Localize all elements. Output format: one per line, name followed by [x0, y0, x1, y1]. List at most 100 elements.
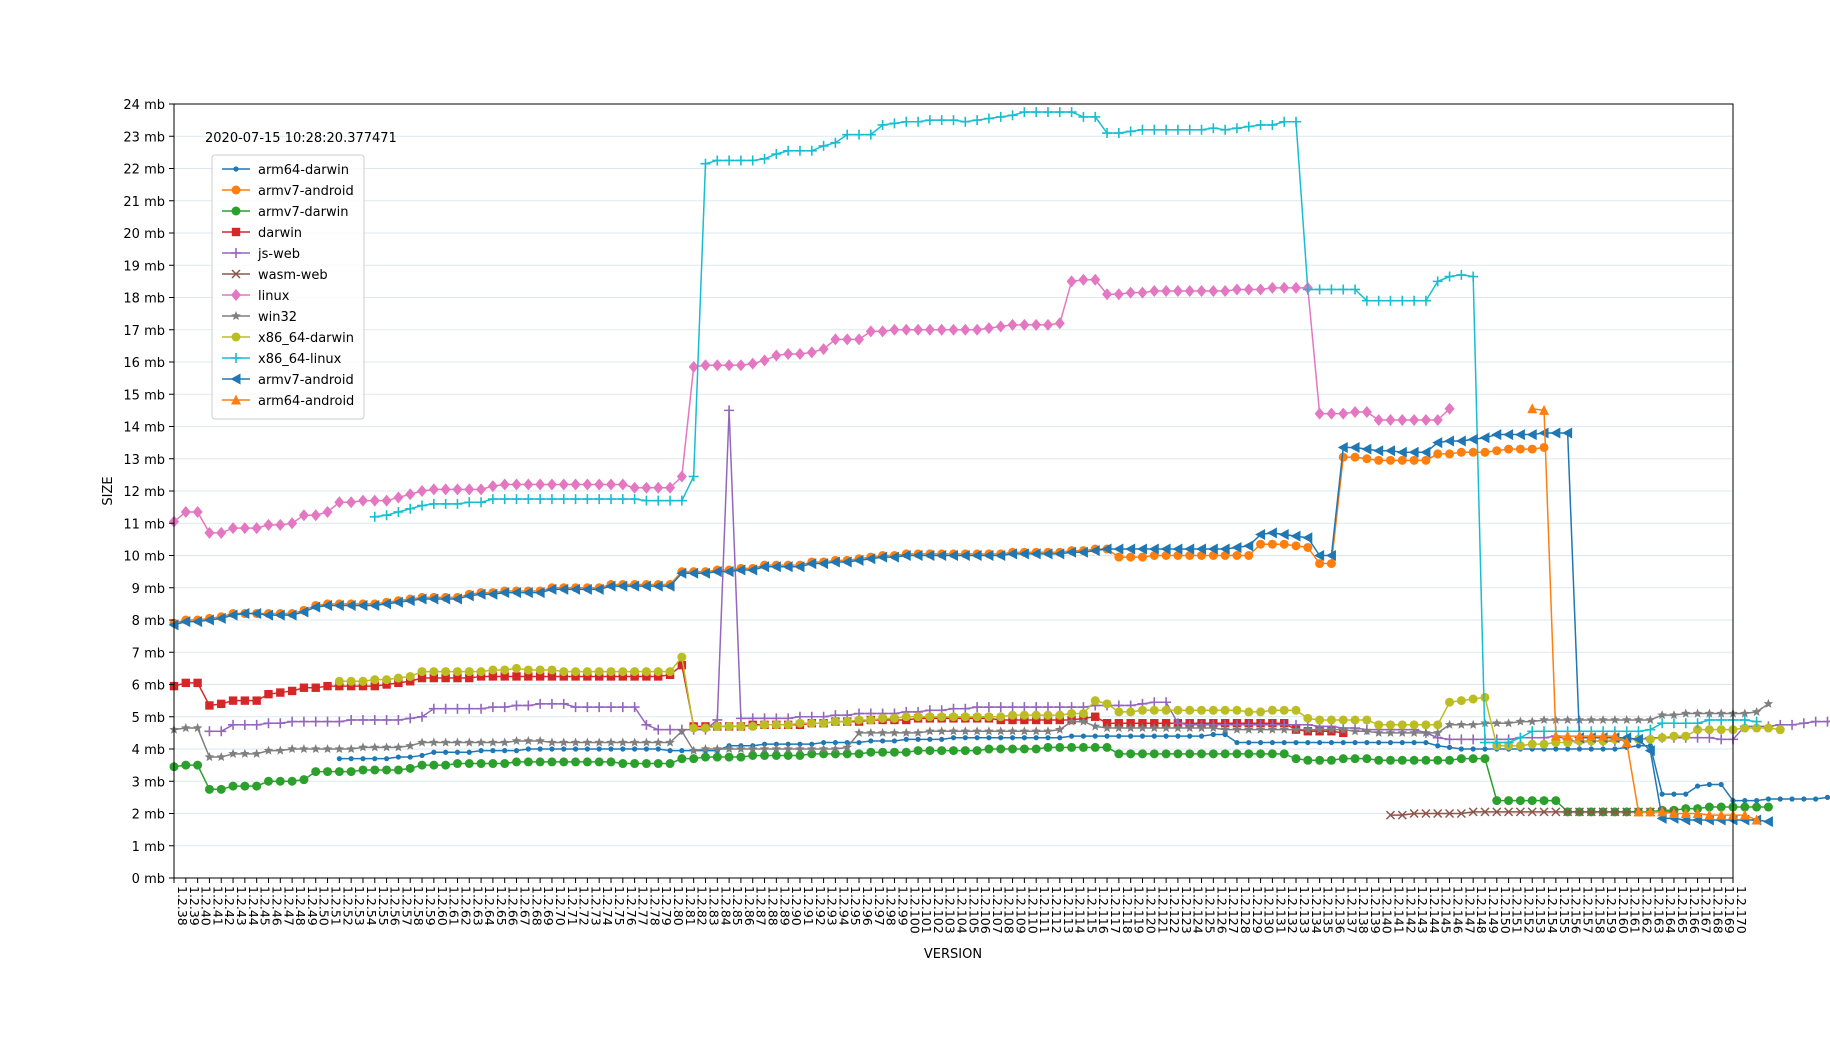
data-point: [1515, 807, 1525, 817]
data-point: [239, 719, 250, 730]
data-point: [806, 145, 817, 156]
data-point: [949, 746, 958, 756]
data-point: [677, 726, 687, 736]
data-point: [1338, 407, 1349, 420]
data-point: [180, 505, 191, 518]
data-point: [1551, 796, 1561, 806]
data-point: [877, 727, 888, 737]
data-point: [487, 702, 498, 713]
data-point: [571, 757, 581, 767]
data-point: [1421, 727, 1431, 737]
data-point: [889, 118, 900, 129]
data-point: [1633, 726, 1644, 737]
data-point: [523, 478, 534, 491]
data-point: [1256, 707, 1266, 717]
data-point: [203, 614, 214, 626]
legend-marker: [231, 206, 241, 216]
data-point: [747, 564, 758, 576]
data-point: [358, 742, 368, 752]
data-point: [1314, 407, 1325, 420]
data-point: [216, 526, 227, 539]
x-tick-label: 1.2.70: [553, 886, 568, 926]
data-point: [1373, 445, 1384, 457]
data-point: [1338, 284, 1349, 295]
series-line: [173, 746, 1769, 813]
data-point: [1470, 746, 1476, 752]
data-point: [1042, 318, 1053, 331]
data-point: [1692, 808, 1703, 818]
data-point: [1527, 726, 1538, 737]
data-point: [381, 510, 392, 521]
data-point: [1397, 295, 1408, 306]
x-tick-label: 1.2.47: [281, 886, 296, 926]
data-point: [570, 583, 581, 595]
data-point: [1207, 543, 1218, 555]
data-point: [712, 721, 722, 731]
data-point: [582, 494, 593, 505]
data-point: [794, 347, 805, 360]
data-point: [558, 737, 569, 747]
series-line: [209, 410, 1830, 744]
data-point: [335, 681, 344, 691]
data-point: [1148, 543, 1159, 555]
data-point: [1492, 446, 1502, 456]
data-point: [1290, 530, 1301, 542]
data-point: [1399, 739, 1405, 746]
legend-entry: js-web: [222, 247, 300, 262]
data-point: [417, 737, 427, 747]
data-point: [712, 752, 722, 762]
data-point: [1078, 273, 1089, 286]
x-tick-label: 1.2.108: [1002, 886, 1017, 934]
data-point: [1704, 732, 1715, 743]
data-point: [1550, 427, 1561, 439]
data-point: [1291, 705, 1301, 715]
data-point: [1456, 269, 1467, 280]
data-point: [1468, 447, 1478, 457]
data-point: [275, 718, 286, 729]
data-point: [829, 556, 840, 568]
data-point: [252, 781, 262, 791]
data-point: [1385, 755, 1395, 765]
y-tick-label: 3 mb: [132, 775, 165, 790]
data-point: [1293, 739, 1299, 746]
data-point: [1432, 437, 1443, 449]
data-point: [1763, 723, 1773, 733]
data-point: [1305, 739, 1311, 746]
data-point: [1266, 527, 1277, 539]
data-point: [227, 609, 238, 621]
data-point: [1172, 285, 1183, 298]
data-point: [535, 478, 546, 491]
data-point: [428, 483, 439, 496]
data-point: [429, 760, 439, 770]
data-point: [608, 746, 614, 752]
legend-label: linux: [258, 289, 290, 304]
data-point: [1562, 730, 1573, 741]
data-point: [1456, 734, 1467, 745]
data-point: [252, 696, 261, 705]
data-point: [915, 736, 921, 742]
data-point: [1232, 551, 1242, 560]
data-point: [972, 726, 982, 736]
data-point: [1208, 123, 1219, 134]
data-point: [878, 713, 888, 723]
data-point: [217, 699, 226, 709]
data-point: [464, 703, 475, 714]
data-point: [700, 158, 711, 169]
data-point: [913, 323, 924, 336]
data-point: [1633, 733, 1644, 745]
data-point: [1184, 285, 1195, 298]
data-point: [1161, 697, 1172, 708]
data-point: [1361, 443, 1372, 455]
data-point: [429, 673, 439, 683]
data-point: [1257, 739, 1264, 746]
data-point: [960, 116, 971, 127]
series-armv7-android: [169, 442, 1549, 628]
x-tick-label: 1.2.40: [199, 886, 214, 926]
data-point: [511, 700, 522, 711]
data-point: [582, 737, 593, 747]
data-point: [1007, 702, 1018, 713]
data-point: [782, 561, 793, 573]
data-point: [972, 746, 982, 756]
data-point: [1600, 746, 1606, 752]
x-tick-label: 1.2.100: [907, 886, 922, 934]
